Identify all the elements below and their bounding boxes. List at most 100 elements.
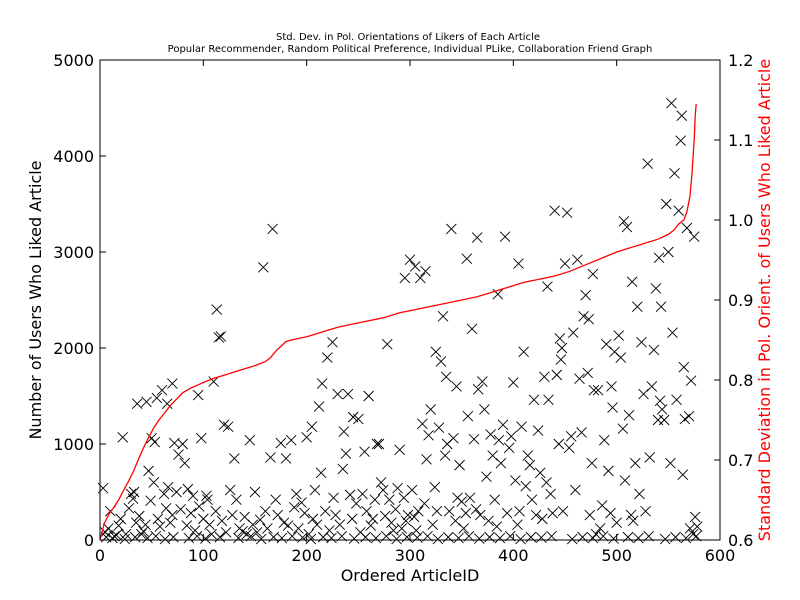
scatter-point [162, 481, 174, 493]
scatter-point [307, 513, 319, 525]
scatter-point [518, 346, 529, 358]
scatter-point [520, 480, 532, 492]
scatter-point [454, 459, 465, 471]
scatter-point [592, 384, 604, 396]
scatter-point [422, 530, 433, 542]
scatter-point [357, 488, 368, 500]
scatter-point [193, 501, 205, 512]
scatter-point [399, 272, 411, 284]
scatter-point [241, 528, 253, 540]
scatter-point [353, 413, 364, 425]
scatter-point [120, 528, 132, 540]
scatter-point [346, 513, 358, 525]
scatter-point [658, 414, 670, 426]
scatter-point [650, 283, 662, 294]
scatter-point [627, 515, 639, 527]
scatter-point [233, 532, 244, 544]
scatter-point [391, 533, 402, 545]
scatter-point [208, 376, 219, 387]
x-tick-label: 500 [601, 546, 632, 565]
scatter-point [111, 529, 122, 541]
scatter-point [582, 367, 594, 379]
scatter-point [634, 488, 645, 500]
scatter-point [159, 533, 171, 545]
scatter-point [313, 401, 325, 412]
scatter-point [336, 530, 348, 542]
scatter-point [684, 523, 696, 534]
scatter-point [514, 505, 525, 517]
scatter-point [361, 505, 372, 517]
scatter-point [270, 494, 281, 505]
scatter-point [497, 419, 509, 431]
scatter-point [388, 525, 399, 536]
scatter-point [213, 332, 225, 343]
scatter-point [675, 135, 687, 146]
scatter-point [369, 494, 381, 505]
scatter-point [541, 477, 552, 488]
scatter-point [214, 531, 226, 543]
y-tick-label: 1000 [53, 435, 94, 454]
scatter-point [282, 520, 294, 531]
scatter-point [663, 246, 674, 258]
scatter-point [365, 520, 377, 531]
scatter-point [483, 515, 494, 527]
x-axis-label: Ordered ArticleID [341, 566, 480, 585]
scatter-point [285, 434, 297, 446]
scatter-point [545, 488, 556, 500]
scatter-point [181, 520, 193, 531]
scatter-point [417, 418, 428, 430]
scatter-point [442, 531, 454, 543]
scatter-point [148, 477, 160, 488]
y2-tick-label: 0.8 [728, 371, 753, 390]
scatter-point [565, 431, 577, 442]
scatter-point [150, 530, 162, 542]
scatter-point [370, 532, 382, 544]
scatter-point [275, 437, 287, 449]
scatter-point [149, 436, 161, 448]
scatter-point [408, 511, 420, 523]
scatter-point [638, 388, 649, 400]
scatter-point [168, 531, 179, 543]
y-tick-label: 0 [84, 531, 94, 550]
scatter-point [143, 465, 154, 477]
scatter-point [659, 533, 671, 545]
scatter-point [472, 383, 484, 395]
scatter-point [117, 431, 129, 443]
scatter-point [102, 523, 114, 534]
scatter-point [656, 404, 668, 415]
scatter-point [267, 223, 278, 235]
scatter-point [555, 354, 567, 365]
scatter-point [136, 528, 147, 540]
scatter-point [189, 525, 201, 536]
scatter-point [503, 442, 515, 454]
scatter-point [660, 198, 672, 210]
scatter-point [625, 509, 637, 521]
scatter-point [491, 521, 503, 532]
scatter-point [192, 389, 204, 401]
scatter-point [400, 515, 412, 527]
scatter-point [566, 533, 578, 545]
scatter-point [654, 395, 666, 407]
scatter-point [251, 527, 263, 538]
scatter-point [338, 426, 350, 437]
scatter-point [191, 530, 203, 542]
scatter-point [584, 509, 596, 521]
scatter-point [526, 494, 538, 505]
scatter-point [420, 265, 431, 277]
scatter-point [332, 388, 343, 400]
y2-tick-label: 0.6 [728, 531, 753, 550]
scatter-point [344, 489, 356, 501]
scatter-point [373, 438, 385, 450]
y-axis-right-ticks: 0.6 0.7 0.8 0.9 1.0 1.1 1.2 [714, 51, 753, 550]
scatter-point [301, 431, 312, 443]
scatter-point [453, 532, 464, 544]
scatter-point [671, 394, 682, 406]
scatter-point [611, 517, 622, 529]
scatter-point [577, 531, 588, 543]
scatter-point [474, 509, 486, 521]
scatter-point [433, 422, 445, 433]
y-tick-label: 5000 [53, 51, 94, 70]
scatter-point [477, 376, 488, 387]
scatter-point [687, 528, 699, 540]
